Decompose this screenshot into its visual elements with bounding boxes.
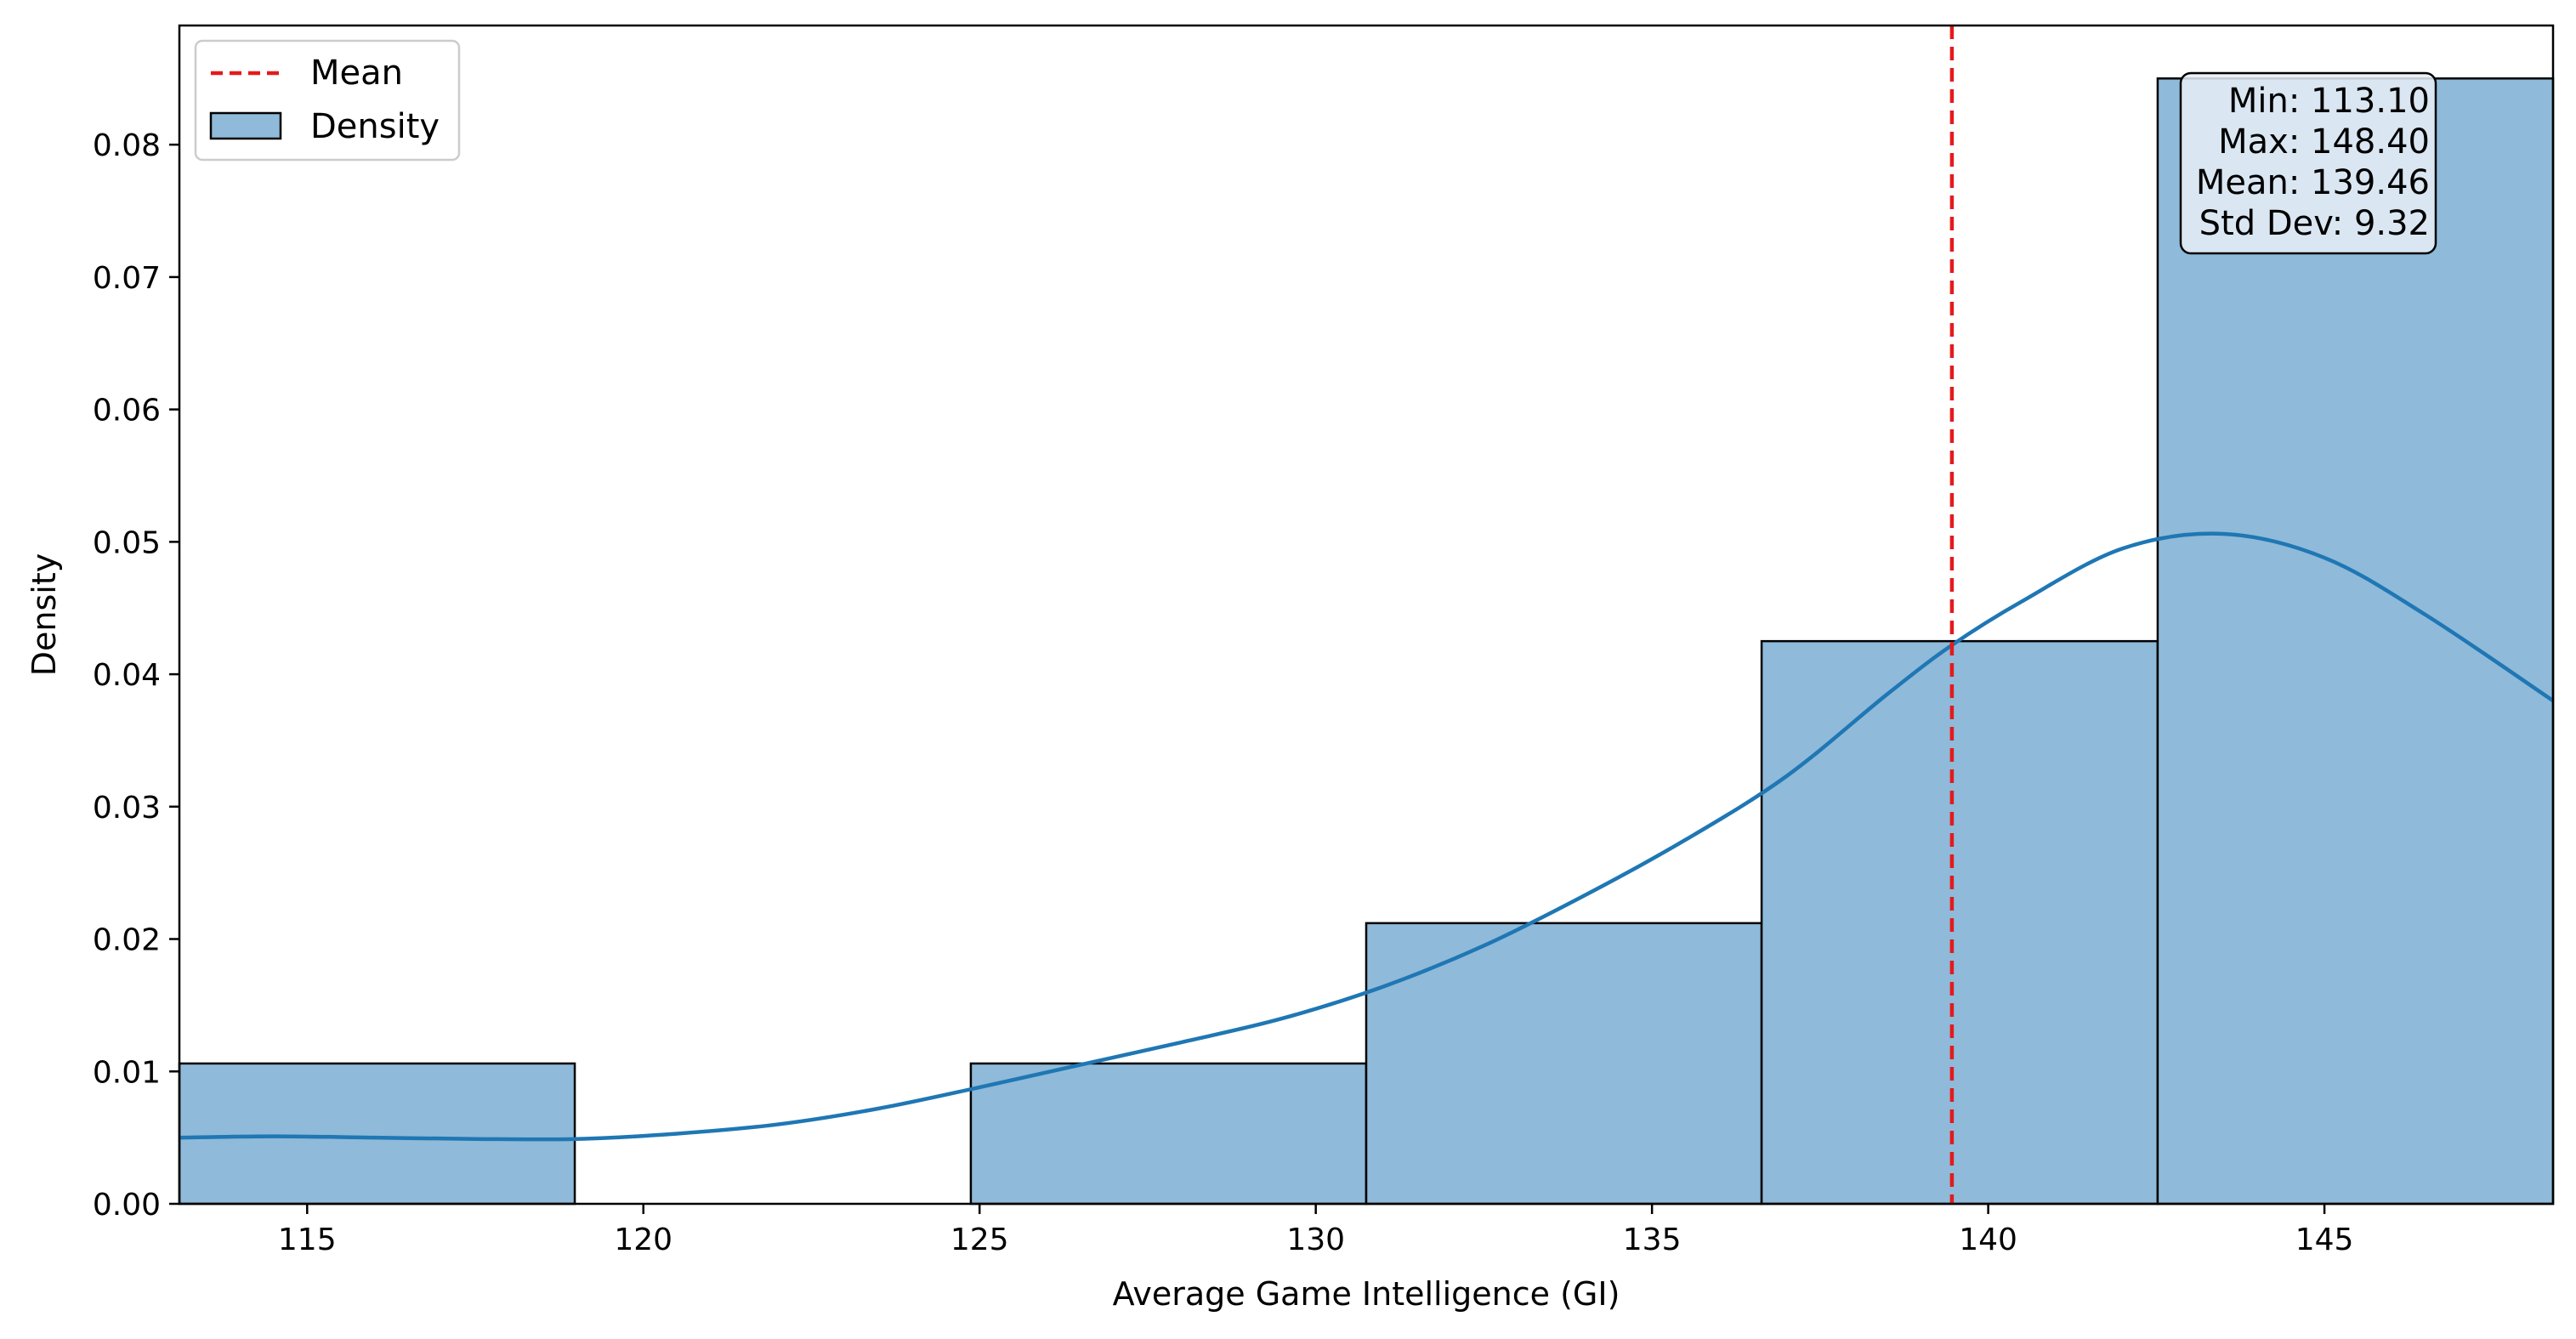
- y-tick-label: 0.01: [93, 1055, 161, 1090]
- legend-density-swatch: [209, 111, 282, 140]
- x-tick-label: 115: [278, 1223, 337, 1257]
- y-tick-label: 0.06: [93, 394, 161, 428]
- y-tick-label: 0.04: [93, 658, 161, 693]
- x-tick-label: 130: [1286, 1223, 1345, 1257]
- histogram-bar: [1760, 639, 2159, 1206]
- legend: Mean Density: [194, 39, 461, 162]
- x-tick-label: 135: [1623, 1223, 1682, 1257]
- stats-mean: Mean: 139.46: [2196, 163, 2430, 202]
- y-tick-label: 0.02: [93, 923, 161, 958]
- stats-box: Min: 113.10 Max: 148.40 Mean: 139.46 Std…: [2179, 71, 2437, 255]
- stats-max: Max: 148.40: [2218, 122, 2430, 162]
- x-tick-label: 140: [1959, 1223, 2017, 1257]
- legend-mean-label: Mean: [310, 54, 403, 93]
- y-tick-label: 0.07: [93, 261, 161, 296]
- x-axis-title: Average Game Intelligence (GI): [1113, 1275, 1620, 1313]
- y-tick-label: 0.03: [93, 791, 161, 826]
- kde-curve: [179, 531, 2555, 1142]
- histogram-bar: [178, 1062, 576, 1206]
- bars-layer: [178, 77, 2555, 1206]
- plot-frame: [178, 24, 2555, 1206]
- y-tick-label: 0.00: [93, 1188, 161, 1223]
- histogram-bar: [1365, 922, 1763, 1206]
- histogram-bar: [969, 1062, 1368, 1206]
- y-axis: 0.00 0.01 0.02 0.03 0.04 0.05 0.06 0.07 0.08: [93, 128, 179, 1223]
- y-axis-title: Density: [26, 553, 63, 676]
- stats-box-frame: [2179, 71, 2437, 255]
- stats-min: Min: 113.10: [2228, 82, 2430, 121]
- stats-std-dev: Std Dev: 9.32: [2199, 204, 2430, 243]
- x-axis: 115 120 125 130 135 140 145: [278, 1204, 2354, 1257]
- legend-density-label: Density: [310, 107, 440, 146]
- y-tick-label: 0.05: [93, 525, 161, 560]
- y-tick-label: 0.08: [93, 128, 161, 163]
- x-tick-label: 125: [950, 1223, 1009, 1257]
- x-tick-label: 120: [614, 1223, 672, 1257]
- x-tick-label: 145: [2295, 1223, 2354, 1257]
- kde-layer: [179, 531, 2555, 1142]
